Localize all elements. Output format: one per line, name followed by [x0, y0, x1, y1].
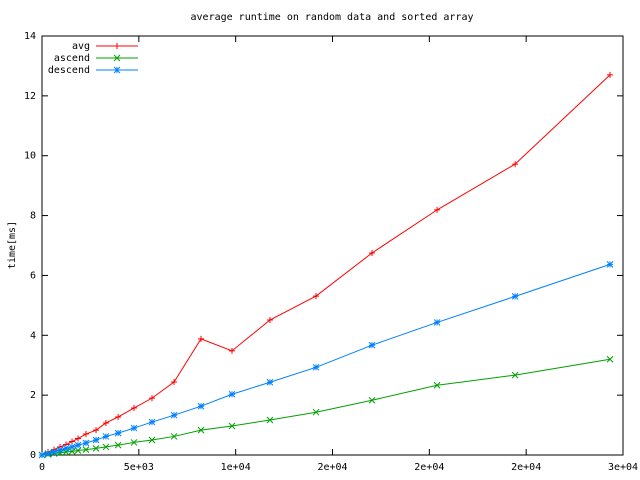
point-marker: [228, 390, 236, 398]
point-marker: [130, 439, 138, 446]
point-marker: [102, 443, 110, 451]
series-line: [41, 74, 611, 456]
point-marker: [433, 319, 441, 326]
point-marker: [606, 261, 614, 268]
point-marker: [69, 438, 76, 445]
point-marker: [228, 347, 235, 354]
point-marker: [92, 436, 100, 444]
series-line: [41, 263, 611, 456]
x-tick-label: 5e+03: [124, 462, 154, 473]
point-marker: [56, 446, 64, 454]
point-marker: [312, 408, 320, 416]
point-marker: [434, 206, 441, 213]
point-marker: [368, 396, 376, 404]
point-marker: [93, 427, 100, 434]
point-marker: [148, 418, 156, 426]
legend-marker: [113, 66, 121, 74]
point-marker: [74, 441, 82, 449]
x-tick-label: 2e+04: [414, 462, 444, 473]
series-line: [41, 358, 611, 456]
y-axis-label: time[ms]: [7, 221, 18, 269]
legend-label: avg: [72, 41, 90, 52]
point-marker: [511, 371, 519, 379]
legend-marker: [113, 54, 121, 62]
point-marker: [130, 424, 138, 432]
y-tick-label: 2: [30, 390, 36, 401]
y-tick-label: 6: [30, 270, 36, 281]
point-marker: [92, 445, 100, 452]
point-marker: [170, 433, 178, 440]
legend-label: ascend: [54, 53, 90, 64]
point-marker: [433, 381, 441, 389]
y-tick-label: 10: [24, 151, 36, 162]
point-marker: [511, 293, 519, 300]
x-tick-label: 2e+04: [511, 462, 541, 473]
point-marker: [115, 413, 122, 420]
point-marker: [266, 416, 274, 424]
point-marker: [114, 429, 122, 437]
legend-label: descend: [48, 65, 90, 76]
chart-title: average runtime on random data and sorte…: [191, 12, 474, 23]
point-marker: [68, 443, 76, 451]
point-marker: [75, 435, 82, 442]
point-marker: [44, 450, 52, 457]
x-tick-label: 0: [39, 462, 45, 473]
point-marker: [312, 363, 320, 371]
y-tick-label: 8: [30, 211, 36, 222]
x-tick-label: 3e+04: [608, 462, 638, 473]
y-tick-label: 0: [30, 450, 36, 461]
y-tick-label: 4: [30, 330, 36, 341]
point-marker: [74, 447, 82, 454]
point-marker: [62, 445, 70, 452]
point-marker: [607, 71, 614, 78]
point-marker: [114, 441, 122, 449]
legend-marker: [114, 43, 120, 49]
y-tick-label: 12: [24, 91, 36, 102]
point-marker: [606, 355, 614, 363]
x-tick-label: 1e+04: [221, 462, 251, 473]
point-marker: [82, 439, 90, 447]
point-marker: [368, 341, 376, 349]
point-marker: [130, 405, 137, 412]
point-marker: [266, 378, 274, 386]
point-marker: [171, 378, 178, 385]
point-marker: [82, 431, 89, 438]
x-tick-label: 2e+04: [317, 462, 347, 473]
point-marker: [369, 249, 376, 256]
point-marker: [170, 411, 178, 419]
point-marker: [198, 335, 204, 342]
point-marker: [82, 446, 90, 453]
point-marker: [266, 317, 273, 324]
point-marker: [197, 426, 205, 434]
point-marker: [148, 436, 156, 444]
point-marker: [149, 395, 156, 402]
point-marker: [313, 293, 320, 300]
point-marker: [197, 402, 205, 410]
point-marker: [50, 448, 58, 456]
plot-border: [41, 35, 624, 456]
point-marker: [228, 422, 236, 430]
point-marker: [102, 433, 110, 440]
point-marker: [512, 161, 519, 168]
point-marker: [102, 419, 109, 426]
point-marker: [38, 451, 46, 459]
y-tick-label: 14: [24, 31, 36, 42]
